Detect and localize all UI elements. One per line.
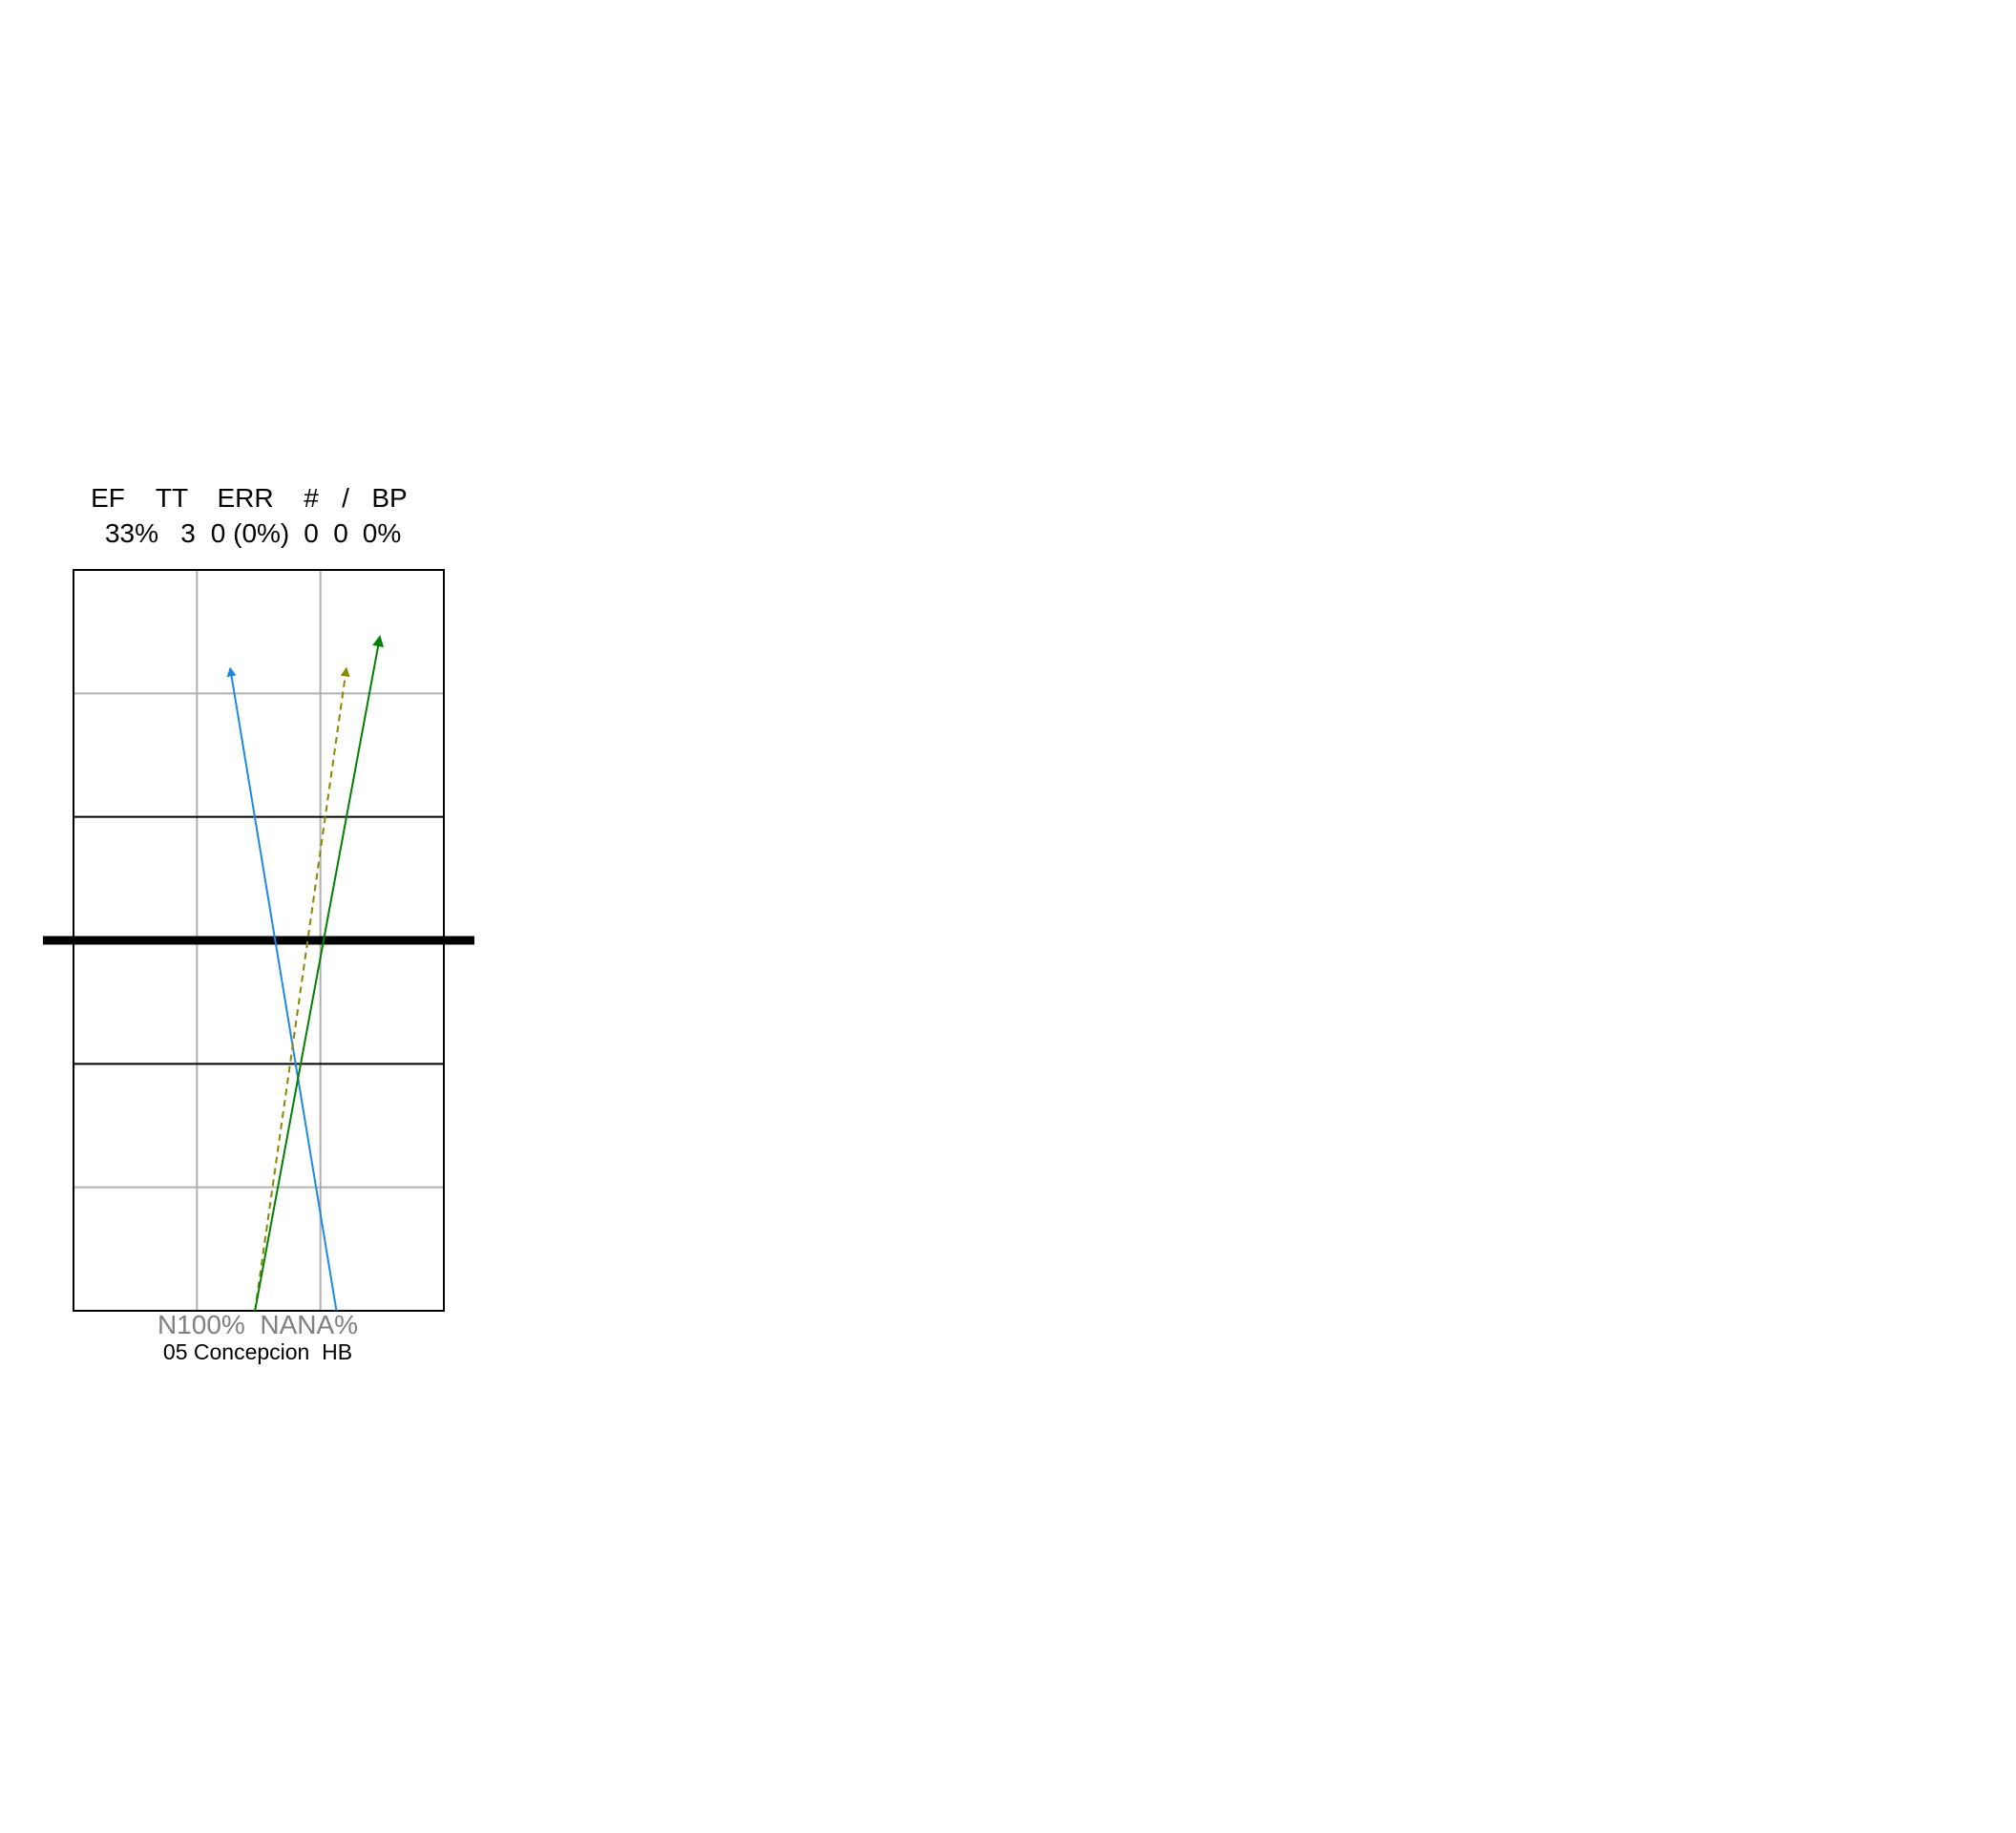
- attack-arrow-1: [226, 666, 338, 1312]
- court-zone-lines: [74, 815, 444, 1065]
- attack-arrow-3: [254, 635, 385, 1312]
- stat-header-tt: TT: [156, 483, 188, 513]
- stat-value-ef: 33%: [105, 518, 158, 548]
- stat-header-ef: EF: [91, 483, 125, 513]
- stat-header-bp: BP: [371, 483, 407, 513]
- stat-value-err: 0 (0%): [211, 518, 289, 548]
- stats-values: 33% 3 0 (0%) 0 0 0%: [105, 518, 401, 548]
- attack-arrow-2: [254, 666, 350, 1312]
- stat-value-number: 0: [304, 518, 319, 548]
- player-label: 05 Concepcion HB: [163, 1339, 352, 1364]
- stat-value-bp: 0%: [363, 518, 401, 548]
- stat-value-slash: 0: [333, 518, 348, 548]
- court: [43, 569, 474, 1312]
- stats-header: EF TT ERR # / BP: [91, 483, 408, 513]
- attack-arrows: [226, 635, 385, 1312]
- stat-header-err: ERR: [217, 483, 273, 513]
- percent-label: N100% NANA%: [158, 1310, 358, 1339]
- stat-header-slash: /: [342, 483, 349, 513]
- stat-value-tt: 3: [180, 518, 196, 548]
- stat-header-number: #: [304, 483, 319, 513]
